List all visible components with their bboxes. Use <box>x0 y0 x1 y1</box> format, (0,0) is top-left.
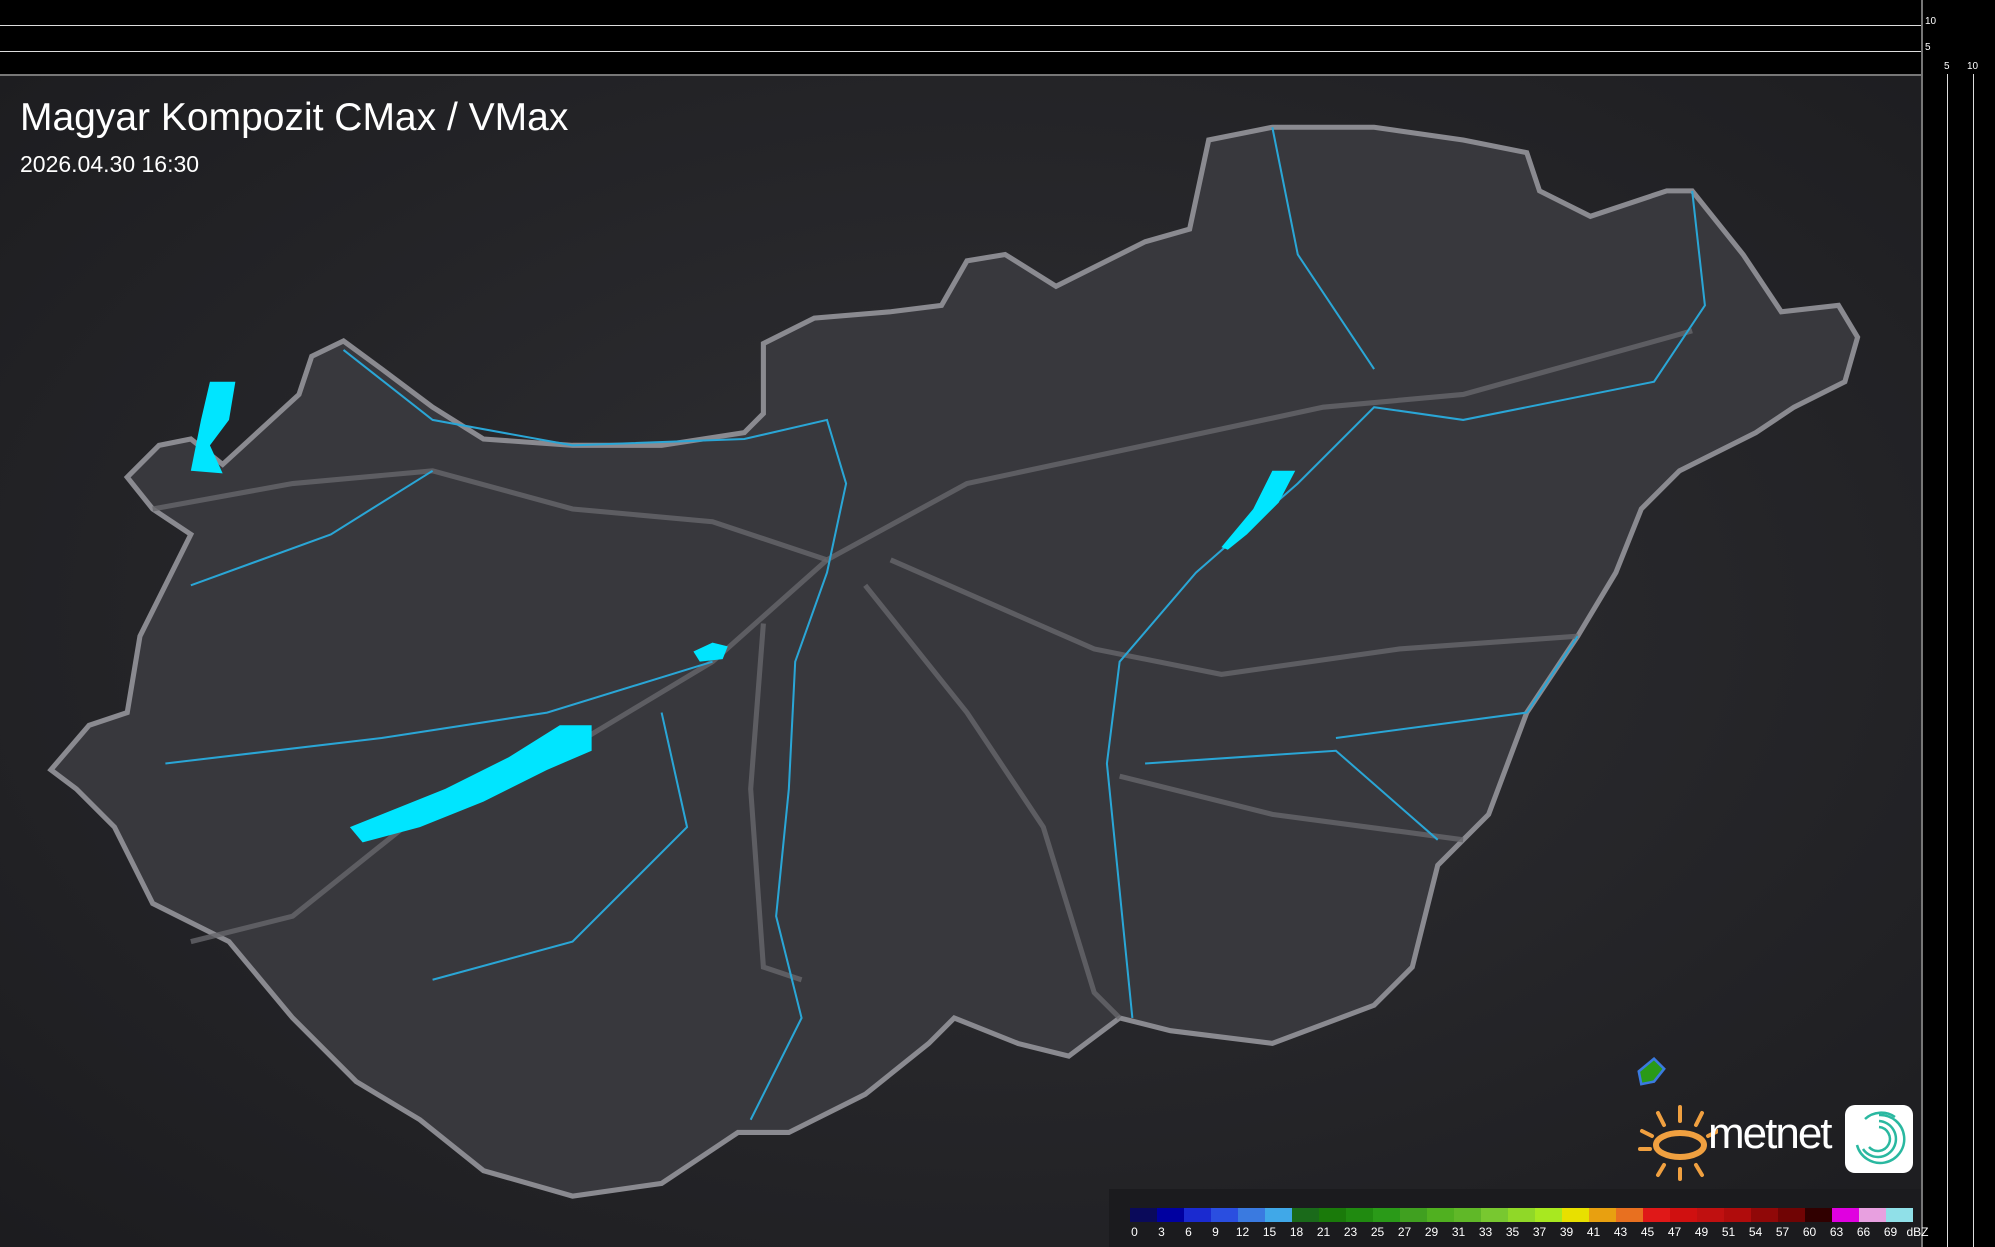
legend-swatch <box>1832 1208 1859 1222</box>
legend-swatch <box>1211 1208 1238 1222</box>
lake-tisza <box>1221 470 1296 550</box>
legend-label: 6 <box>1185 1225 1192 1239</box>
legend-label: 45 <box>1640 1225 1655 1239</box>
danube-river <box>342 349 848 1121</box>
lake-velence <box>693 642 728 662</box>
legend-swatch <box>1778 1208 1805 1222</box>
legend-labels: 0 3 6 9 12 15 18 21 23 25 27 29 31 33 35 37 39 41 43 45 47 49… <box>1121 1225 1931 1239</box>
legend-label: 15 <box>1262 1225 1277 1239</box>
legend-label: 66 <box>1856 1225 1871 1239</box>
roads <box>152 328 1693 1020</box>
legend-swatch <box>1184 1208 1211 1222</box>
lake-ferto <box>190 381 236 474</box>
legend-swatch <box>1346 1208 1373 1222</box>
legend-label: 51 <box>1721 1225 1736 1239</box>
legend-label: 43 <box>1613 1225 1628 1239</box>
right-profile-panel: 10 5 5 10 <box>1921 0 1995 1247</box>
hungary-outline <box>47 124 1861 1199</box>
legend-label: 27 <box>1397 1225 1412 1239</box>
legend-swatch <box>1562 1208 1589 1222</box>
swirl-icon <box>1855 1111 1906 1165</box>
legend-label: 63 <box>1829 1225 1844 1239</box>
legend-label: 69 <box>1883 1225 1898 1239</box>
legend-label: 54 <box>1748 1225 1763 1239</box>
legend-swatch <box>1616 1208 1643 1222</box>
legend-label: 49 <box>1694 1225 1709 1239</box>
legend-swatch <box>1319 1208 1346 1222</box>
legend-swatch <box>1751 1208 1778 1222</box>
legend-swatch <box>1697 1208 1724 1222</box>
legend-label: 57 <box>1775 1225 1790 1239</box>
brand-name: metnet <box>1708 1109 1833 1158</box>
map-timestamp: 2026.04.30 16:30 <box>20 151 200 177</box>
legend-swatch <box>1427 1208 1454 1222</box>
lake-balaton <box>349 725 592 843</box>
tisza-river <box>1105 190 1706 1019</box>
legend-label: 39 <box>1559 1225 1574 1239</box>
legend-swatch <box>1292 1208 1319 1222</box>
legend-label: 41 <box>1586 1225 1601 1239</box>
legend-label: 12 <box>1235 1225 1250 1239</box>
legend-swatch <box>1508 1208 1535 1222</box>
legend-swatch <box>1535 1208 1562 1222</box>
legend-swatch <box>1670 1208 1697 1222</box>
legend-label: 23 <box>1343 1225 1358 1239</box>
app-icon <box>1845 1105 1913 1173</box>
legend-label: 21 <box>1316 1225 1331 1239</box>
legend-swatch <box>1589 1208 1616 1222</box>
rivers <box>165 127 1706 1121</box>
legend-swatch <box>1643 1208 1670 1222</box>
legend-label: 9 <box>1212 1225 1219 1239</box>
axis-label: 10 <box>1925 16 1937 27</box>
legend-label: 35 <box>1505 1225 1520 1239</box>
legend-swatch <box>1805 1208 1832 1222</box>
legend-swatch <box>1859 1208 1886 1222</box>
legend-label: 3 <box>1158 1225 1165 1239</box>
legend-color-bar <box>1130 1208 1913 1222</box>
legend-label: 0 <box>1131 1225 1138 1239</box>
legend-label: 37 <box>1532 1225 1547 1239</box>
legend-label: 31 <box>1451 1225 1466 1239</box>
legend-label: 29 <box>1424 1225 1439 1239</box>
legend-swatch <box>1886 1208 1913 1222</box>
legend-swatch <box>1130 1208 1157 1222</box>
legend-swatch <box>1400 1208 1427 1222</box>
legend-swatch <box>1454 1208 1481 1222</box>
legend-label: 60 <box>1802 1225 1817 1239</box>
axis-label: 10 <box>1967 61 1979 72</box>
legend-swatch <box>1373 1208 1400 1222</box>
dbz-color-legend: 0 3 6 9 12 15 18 21 23 25 27 29 31 33 35 37 39 41 43 45 47 49… <box>1109 1189 1929 1247</box>
legend-label: 47 <box>1667 1225 1682 1239</box>
legend-swatch <box>1265 1208 1292 1222</box>
legend-label: 33 <box>1478 1225 1493 1239</box>
axis-label: 5 <box>1944 61 1950 72</box>
axis-label: 5 <box>1925 42 1931 53</box>
sun-icon <box>1638 1105 1718 1181</box>
legend-label: 25 <box>1370 1225 1385 1239</box>
legend-swatch <box>1481 1208 1508 1222</box>
legend-swatch <box>1157 1208 1184 1222</box>
map-title: Magyar Kompozit CMax / VMax <box>20 96 569 139</box>
legend-unit: dBZ <box>1906 1225 1929 1239</box>
legend-swatch <box>1238 1208 1265 1222</box>
top-profile-panel <box>0 0 1921 76</box>
legend-swatch <box>1724 1208 1751 1222</box>
lakes <box>190 381 1296 843</box>
legend-label: 18 <box>1289 1225 1304 1239</box>
metnet-logo: metnet <box>1638 1103 1913 1181</box>
